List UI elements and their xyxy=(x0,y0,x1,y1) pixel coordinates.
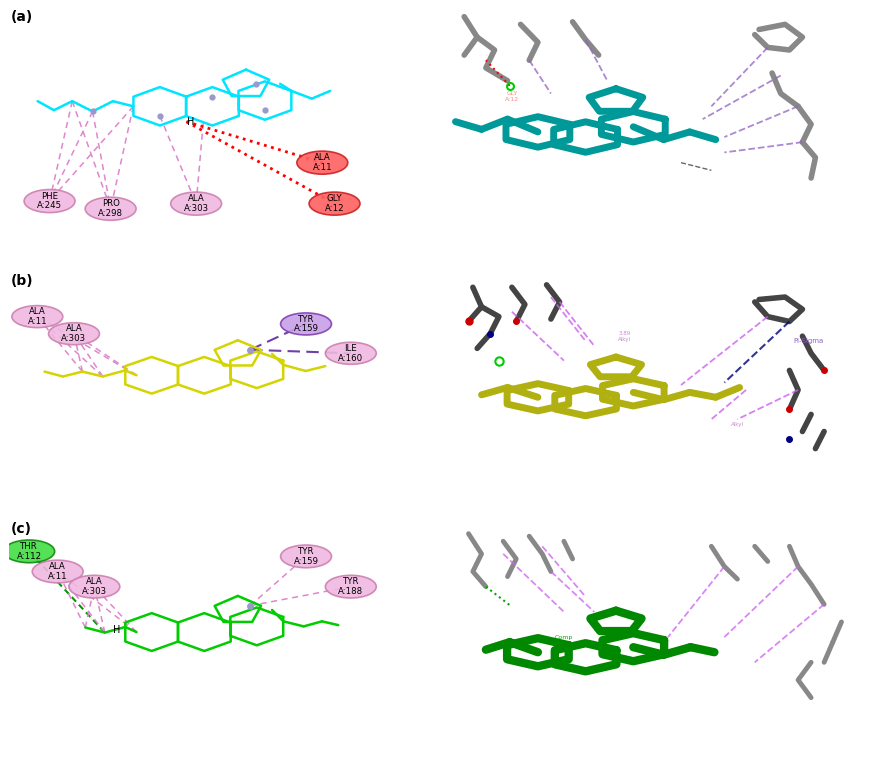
Text: TYR
A:159: TYR A:159 xyxy=(294,314,319,333)
Text: ALA
A:11: ALA A:11 xyxy=(312,154,332,172)
Ellipse shape xyxy=(32,560,83,583)
Text: GLY
A:12: GLY A:12 xyxy=(504,91,519,102)
Text: Comp: Comp xyxy=(555,635,573,639)
Text: ALA
A:303: ALA A:303 xyxy=(81,577,107,596)
Ellipse shape xyxy=(281,313,332,335)
Text: ILE
A:160: ILE A:160 xyxy=(338,344,364,362)
Text: (a): (a) xyxy=(11,10,33,24)
Text: Pi-Sigma: Pi-Sigma xyxy=(794,338,824,344)
Ellipse shape xyxy=(326,342,376,364)
Text: ALA
A:11: ALA A:11 xyxy=(48,562,67,581)
Text: (b): (b) xyxy=(11,274,34,288)
Ellipse shape xyxy=(326,575,376,598)
Ellipse shape xyxy=(24,189,75,213)
Text: TYR
A:188: TYR A:188 xyxy=(338,577,364,596)
Text: TYR
A:159: TYR A:159 xyxy=(294,547,319,566)
Text: ALA
A:303: ALA A:303 xyxy=(61,324,87,343)
Ellipse shape xyxy=(296,151,348,174)
Text: 3.89
Alkyl: 3.89 Alkyl xyxy=(618,331,631,341)
Text: Alkyl: Alkyl xyxy=(731,421,744,427)
Text: (c): (c) xyxy=(11,522,32,536)
Text: H: H xyxy=(113,625,120,635)
Ellipse shape xyxy=(49,323,99,345)
Text: PRO
A:298: PRO A:298 xyxy=(98,199,123,218)
Text: H: H xyxy=(187,116,194,126)
Ellipse shape xyxy=(281,545,332,568)
Text: PHE
A:245: PHE A:245 xyxy=(37,192,62,210)
Text: GLY
A:12: GLY A:12 xyxy=(325,194,344,213)
Ellipse shape xyxy=(4,540,55,563)
Ellipse shape xyxy=(309,192,360,215)
Ellipse shape xyxy=(171,192,221,215)
Text: ALA
A:11: ALA A:11 xyxy=(27,307,47,326)
Ellipse shape xyxy=(69,575,119,598)
Text: THR
A:112: THR A:112 xyxy=(17,542,42,561)
Ellipse shape xyxy=(12,306,63,327)
Ellipse shape xyxy=(85,197,136,220)
Text: ALA
A:303: ALA A:303 xyxy=(183,194,209,213)
